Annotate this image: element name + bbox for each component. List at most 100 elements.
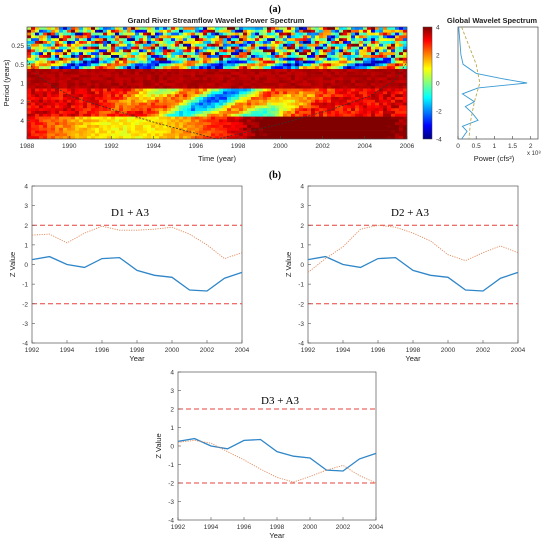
wps-cell xyxy=(247,127,252,131)
wps-cell xyxy=(227,43,232,47)
wps-cell xyxy=(219,46,224,50)
wps-cell xyxy=(299,130,304,134)
wps-cell xyxy=(311,74,316,78)
wps-cell xyxy=(327,108,332,112)
wps-cell xyxy=(319,69,324,73)
wps-cell xyxy=(235,60,240,64)
wps-cell xyxy=(63,116,68,120)
wps-cell xyxy=(323,60,328,64)
wps-cell xyxy=(311,85,316,89)
wps-cell xyxy=(43,57,48,61)
wps-cell xyxy=(131,85,136,89)
wps-cell xyxy=(43,63,48,67)
wps-cell xyxy=(343,77,348,81)
wps-cell xyxy=(203,32,208,36)
wps-cell xyxy=(319,119,324,123)
wps-cell xyxy=(375,43,380,47)
wps-cell xyxy=(55,113,60,117)
wps-cell xyxy=(191,69,196,73)
wps-cell xyxy=(371,108,376,112)
wps-cell xyxy=(191,32,196,36)
wps-cell xyxy=(67,116,72,120)
wps-cell xyxy=(119,83,124,87)
wps-cell xyxy=(87,77,92,81)
wps-cell xyxy=(127,94,132,98)
wps-cell xyxy=(243,122,248,126)
wps-cell xyxy=(191,116,196,120)
wps-cell xyxy=(155,111,160,115)
wps-cell xyxy=(323,133,328,137)
wps-cell xyxy=(295,130,300,134)
wps-cell xyxy=(67,85,72,89)
wps-cell xyxy=(279,94,284,98)
wps-cell xyxy=(243,46,248,50)
wps-cell xyxy=(327,97,332,101)
wps-cell xyxy=(267,71,272,75)
wps-cell xyxy=(247,57,252,61)
wps-cell xyxy=(159,57,164,61)
zplot-d1: 1992 1994 1996 1998 2000 2002 200443210-1-2-3-… xyxy=(8,184,250,364)
wps-cell xyxy=(167,85,172,89)
wps-cell xyxy=(135,63,140,67)
wps-cell xyxy=(275,83,280,87)
wps-cell xyxy=(83,74,88,78)
wps-cell xyxy=(319,38,324,42)
wps-cell xyxy=(39,80,44,84)
wps-cell xyxy=(335,136,340,139)
wps-cell xyxy=(391,85,396,89)
wps-cell xyxy=(139,122,144,126)
wps-cell xyxy=(31,113,36,117)
wps-x-tick-label: 1992 xyxy=(104,143,119,150)
wps-cell xyxy=(203,111,208,115)
wps-cell xyxy=(159,94,164,98)
wps-cell xyxy=(287,133,292,137)
wps-cell xyxy=(67,113,72,117)
wps-cell xyxy=(255,122,260,126)
wps-cell xyxy=(343,57,348,61)
wps-cell xyxy=(231,113,236,117)
wps-cell xyxy=(207,29,212,33)
wps-cell xyxy=(315,116,320,120)
wps-cell xyxy=(47,80,52,84)
wps-cell xyxy=(367,85,372,89)
wps-cell xyxy=(379,119,384,123)
wps-cell xyxy=(155,127,160,131)
wps-cell xyxy=(223,111,228,115)
wps-cell xyxy=(195,94,200,98)
wps-cell xyxy=(375,38,380,42)
wps-cell xyxy=(319,133,324,137)
wps-cell xyxy=(367,133,372,137)
wps-cell xyxy=(187,105,192,109)
wps-cell xyxy=(131,133,136,137)
wps-cell xyxy=(399,74,404,78)
wps-cell xyxy=(59,35,64,39)
wps-cell xyxy=(151,133,156,137)
wps-cell xyxy=(279,35,284,39)
wps-cell xyxy=(267,35,272,39)
wps-cell xyxy=(375,27,380,31)
wps-cell xyxy=(351,105,356,109)
wps-cell xyxy=(63,60,68,64)
wps-cell xyxy=(47,99,52,103)
wps-cell xyxy=(383,29,388,33)
wps-cell xyxy=(83,29,88,33)
wps-cell xyxy=(323,108,328,112)
wps-cell xyxy=(371,69,376,73)
wps-cell xyxy=(119,125,124,129)
wps-cell xyxy=(31,71,36,75)
wps-cell xyxy=(335,83,340,87)
wps-cell xyxy=(291,102,296,106)
wps-cell xyxy=(39,108,44,112)
wps-cell xyxy=(163,119,168,123)
wps-cell xyxy=(171,127,176,131)
wps-cell xyxy=(271,32,276,36)
wps-cell xyxy=(275,55,280,59)
wps-cell xyxy=(371,32,376,36)
wps-cell xyxy=(47,133,52,137)
wps-cell xyxy=(355,105,360,109)
wps-cell xyxy=(199,43,204,47)
wps-cell xyxy=(339,83,344,87)
wps-cell xyxy=(263,80,268,84)
wps-cell xyxy=(307,102,312,106)
wps-cell xyxy=(359,116,364,120)
